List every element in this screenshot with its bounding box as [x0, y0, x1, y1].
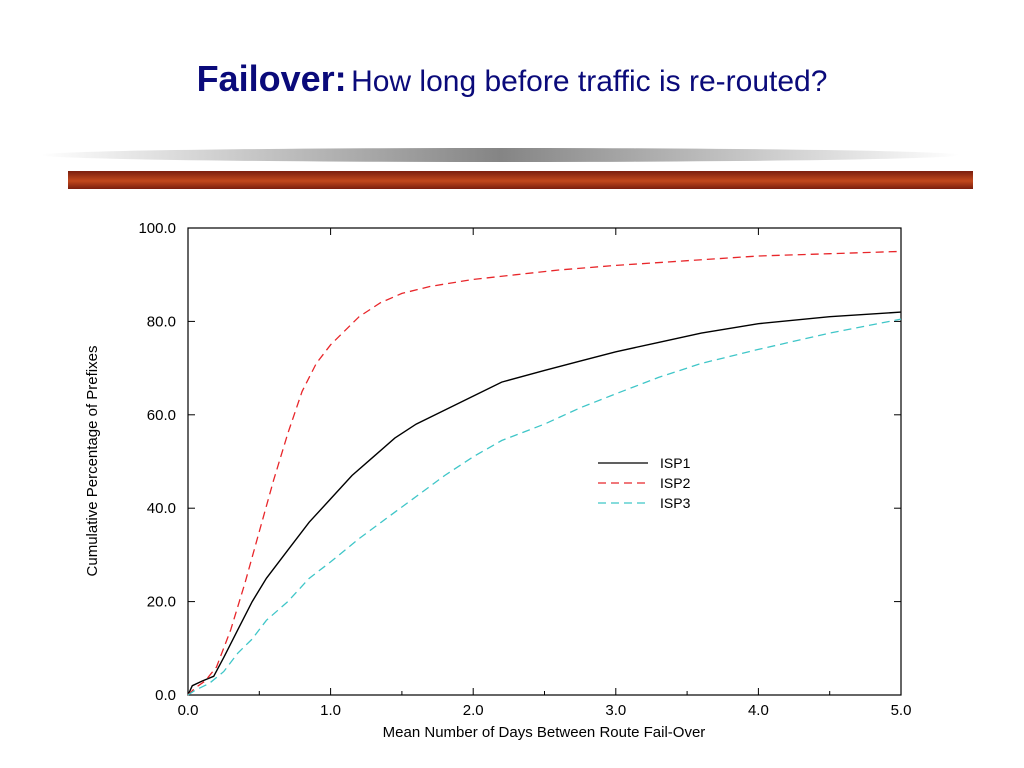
x-tick-label: 5.0 [891, 702, 912, 719]
axis-ticks: 0.0 1.0 2.0 3.0 4.0 5.0 0.0 20.0 40.0 60.0 80.0 100… [138, 220, 911, 719]
gray-divider [40, 148, 960, 162]
legend: ISP1 ISP2 ISP3 [598, 455, 691, 511]
series-line-isp3 [187, 318, 902, 696]
series-line-isp2 [187, 250, 902, 696]
x-tick-label: 2.0 [463, 702, 484, 719]
y-tick-label: 60.0 [147, 407, 176, 424]
y-tick-label: 0.0 [155, 687, 176, 704]
x-tick-label: 0.0 [178, 702, 199, 719]
y-tick-label: 100.0 [138, 220, 176, 237]
x-tick-label: 1.0 [320, 702, 341, 719]
brown-header-bar [68, 171, 973, 189]
y-axis-label: Cumulative Percentage of Prefixes [84, 346, 101, 577]
series-line-isp1 [187, 311, 902, 696]
series-lines [187, 250, 902, 696]
y-tick-label: 20.0 [147, 594, 176, 611]
x-axis-label: Mean Number of Days Between Route Fail-O… [383, 724, 706, 741]
legend-label-isp3: ISP3 [660, 495, 691, 511]
slide-title-rest: How long before traffic is re-routed? [351, 65, 828, 98]
y-tick-label: 40.0 [147, 500, 176, 517]
legend-label-isp1: ISP1 [660, 455, 691, 471]
x-tick-label: 4.0 [748, 702, 769, 719]
x-tick-label: 3.0 [605, 702, 626, 719]
slide-title: Failover: How long before traffic is re-… [0, 58, 1024, 100]
legend-label-isp2: ISP2 [660, 475, 691, 491]
slide-title-bold: Failover: [196, 58, 347, 99]
plot-frame [187, 227, 902, 696]
y-tick-label: 80.0 [147, 313, 176, 330]
